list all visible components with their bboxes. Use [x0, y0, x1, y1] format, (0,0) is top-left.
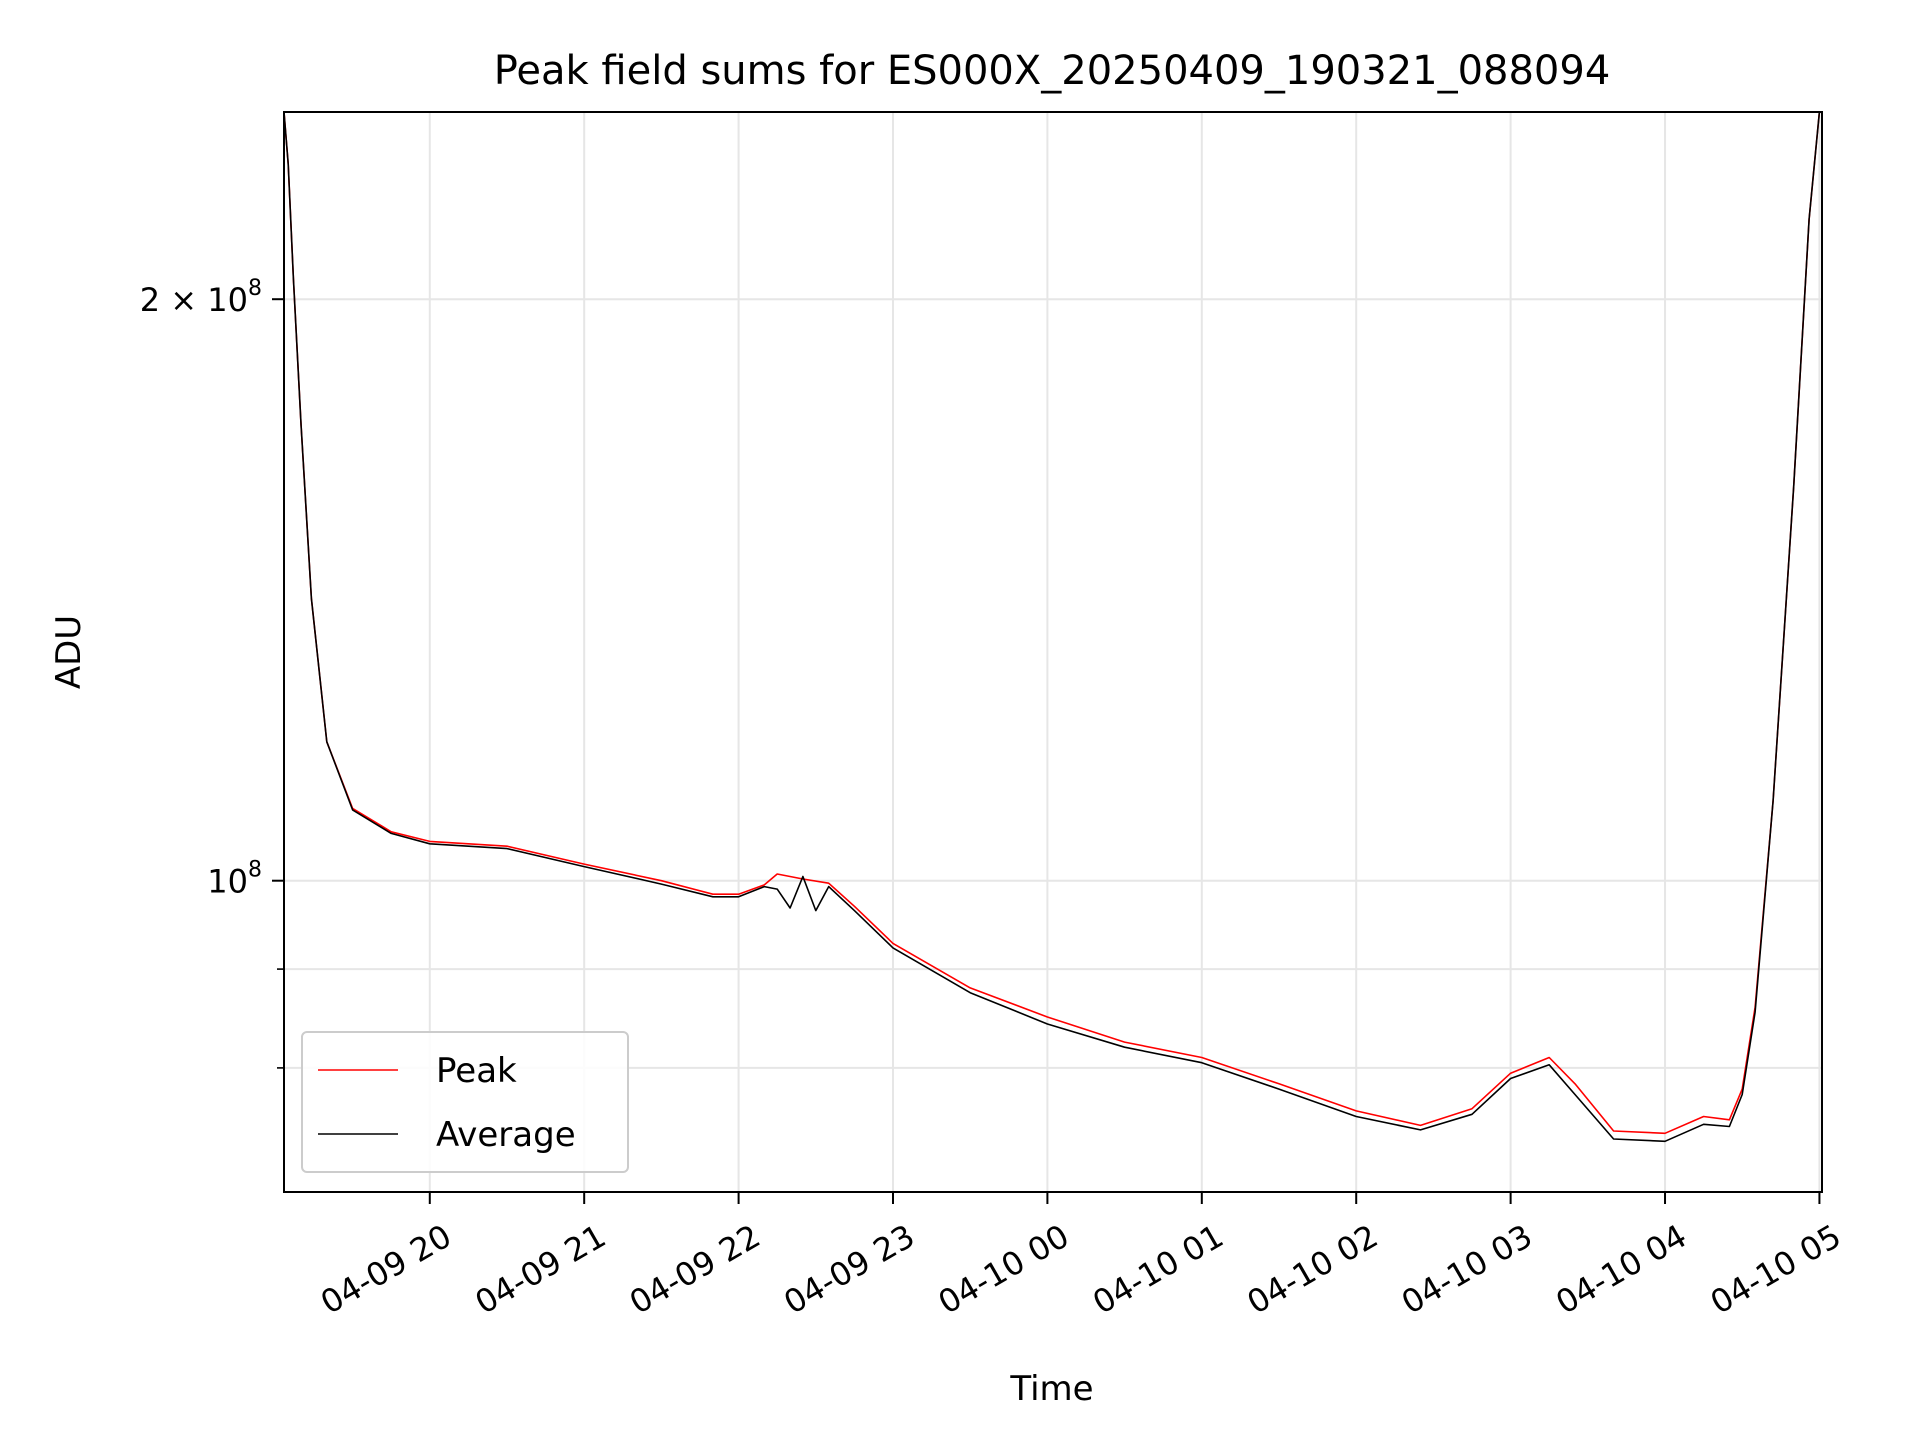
y-tick-label: 108 [207, 858, 262, 901]
legend: Peak Average [301, 1031, 629, 1173]
axes-frame [283, 111, 1823, 1193]
chart-title: Peak field sums for ES000X_20250409_1903… [494, 48, 1611, 94]
x-axis-label: Time [1009, 1369, 1093, 1409]
legend-box [301, 1031, 629, 1173]
y-axis-label: ADU [49, 615, 89, 689]
series-line-average [284, 112, 1821, 1143]
plot-area [284, 112, 1821, 1143]
y-tick-label: 2 × 108 [140, 276, 262, 319]
legend-label-peak: Peak [436, 1051, 517, 1091]
grid [284, 112, 1822, 1192]
series-line-peak [284, 112, 1821, 1135]
legend-label-average: Average [436, 1115, 576, 1155]
